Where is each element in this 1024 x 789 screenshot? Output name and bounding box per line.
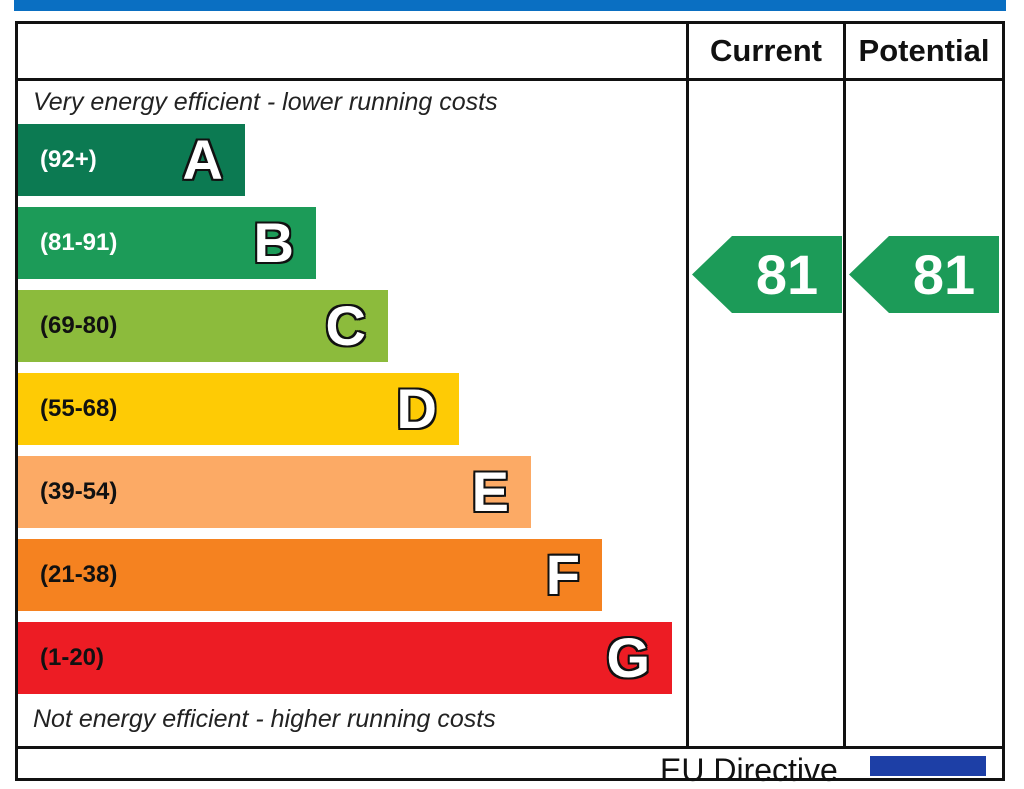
band-range-label: (55-68)	[40, 395, 118, 422]
header-divider	[15, 78, 1005, 81]
potential-column-header: Potential	[858, 33, 990, 68]
band-range-label: (69-80)	[40, 312, 118, 339]
top-caption: Very energy efficient - lower running co…	[33, 88, 498, 116]
bottom-caption: Not energy efficient - higher running co…	[33, 705, 496, 733]
potential-arrow-shape	[849, 236, 999, 313]
band-a: (92+) A	[18, 124, 245, 196]
divider-potential	[843, 21, 846, 749]
band-letter: B	[253, 211, 294, 274]
band-letter: C	[325, 294, 366, 357]
band-range-label: (39-54)	[40, 478, 118, 505]
band-f: (21-38) F	[18, 539, 602, 611]
band-range-label: (1-20)	[40, 644, 105, 671]
band-g: (1-20) G	[18, 622, 672, 694]
band-letter: F	[545, 543, 580, 606]
band-range-label: (92+)	[40, 146, 97, 173]
divider-current	[686, 21, 689, 749]
band-c: (69-80) C	[18, 290, 388, 362]
current-column-header: Current	[710, 33, 822, 68]
footer-divider	[15, 746, 1005, 749]
band-range-label: (21-38)	[40, 561, 118, 588]
band-e: (39-54) E	[18, 456, 531, 528]
band-letter: E	[471, 460, 509, 523]
eu-directive-label: EU Directive	[660, 752, 838, 788]
band-range-label: (81-91)	[40, 229, 118, 256]
eu-flag-icon	[870, 756, 986, 776]
band-b: (81-91) B	[18, 207, 316, 279]
top-color-bar	[14, 0, 1006, 11]
current-rating-value: 81	[755, 243, 819, 306]
band-letter: A	[182, 128, 223, 191]
potential-rating-value: 81	[912, 243, 976, 306]
current-arrow-shape	[692, 236, 842, 313]
band-letter: D	[396, 377, 437, 440]
band-d: (55-68) D	[18, 373, 459, 445]
band-letter: G	[606, 626, 650, 689]
